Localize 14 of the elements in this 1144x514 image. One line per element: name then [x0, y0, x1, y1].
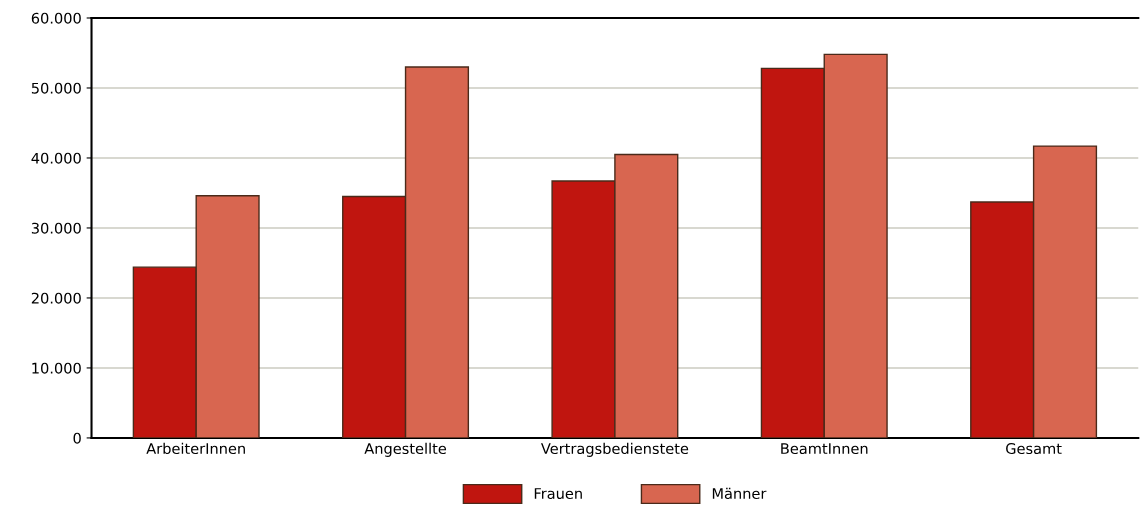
x-tick-label: Gesamt	[1006, 443, 1062, 455]
x-tick-label: BeamtInnen	[781, 443, 868, 455]
x-tick-label: Angestellte	[364, 442, 447, 457]
x-tick-label: Vertragsbedienstete	[540, 442, 689, 457]
x-tick-label: ArbeiterInnen	[146, 442, 245, 455]
y-tick-label: 0	[73, 432, 81, 444]
legend-label: Frauen	[534, 488, 582, 499]
y-tick-label: 20.000	[31, 292, 81, 304]
y-tick-label: 40.000	[31, 152, 81, 164]
y-tick-label: 30.000	[31, 222, 81, 234]
y-tick-label: 60.000	[31, 12, 81, 24]
y-tick-label: 50.000	[31, 82, 81, 94]
legend-label: Männer	[712, 487, 767, 499]
y-tick-label: 10.000	[32, 362, 81, 374]
